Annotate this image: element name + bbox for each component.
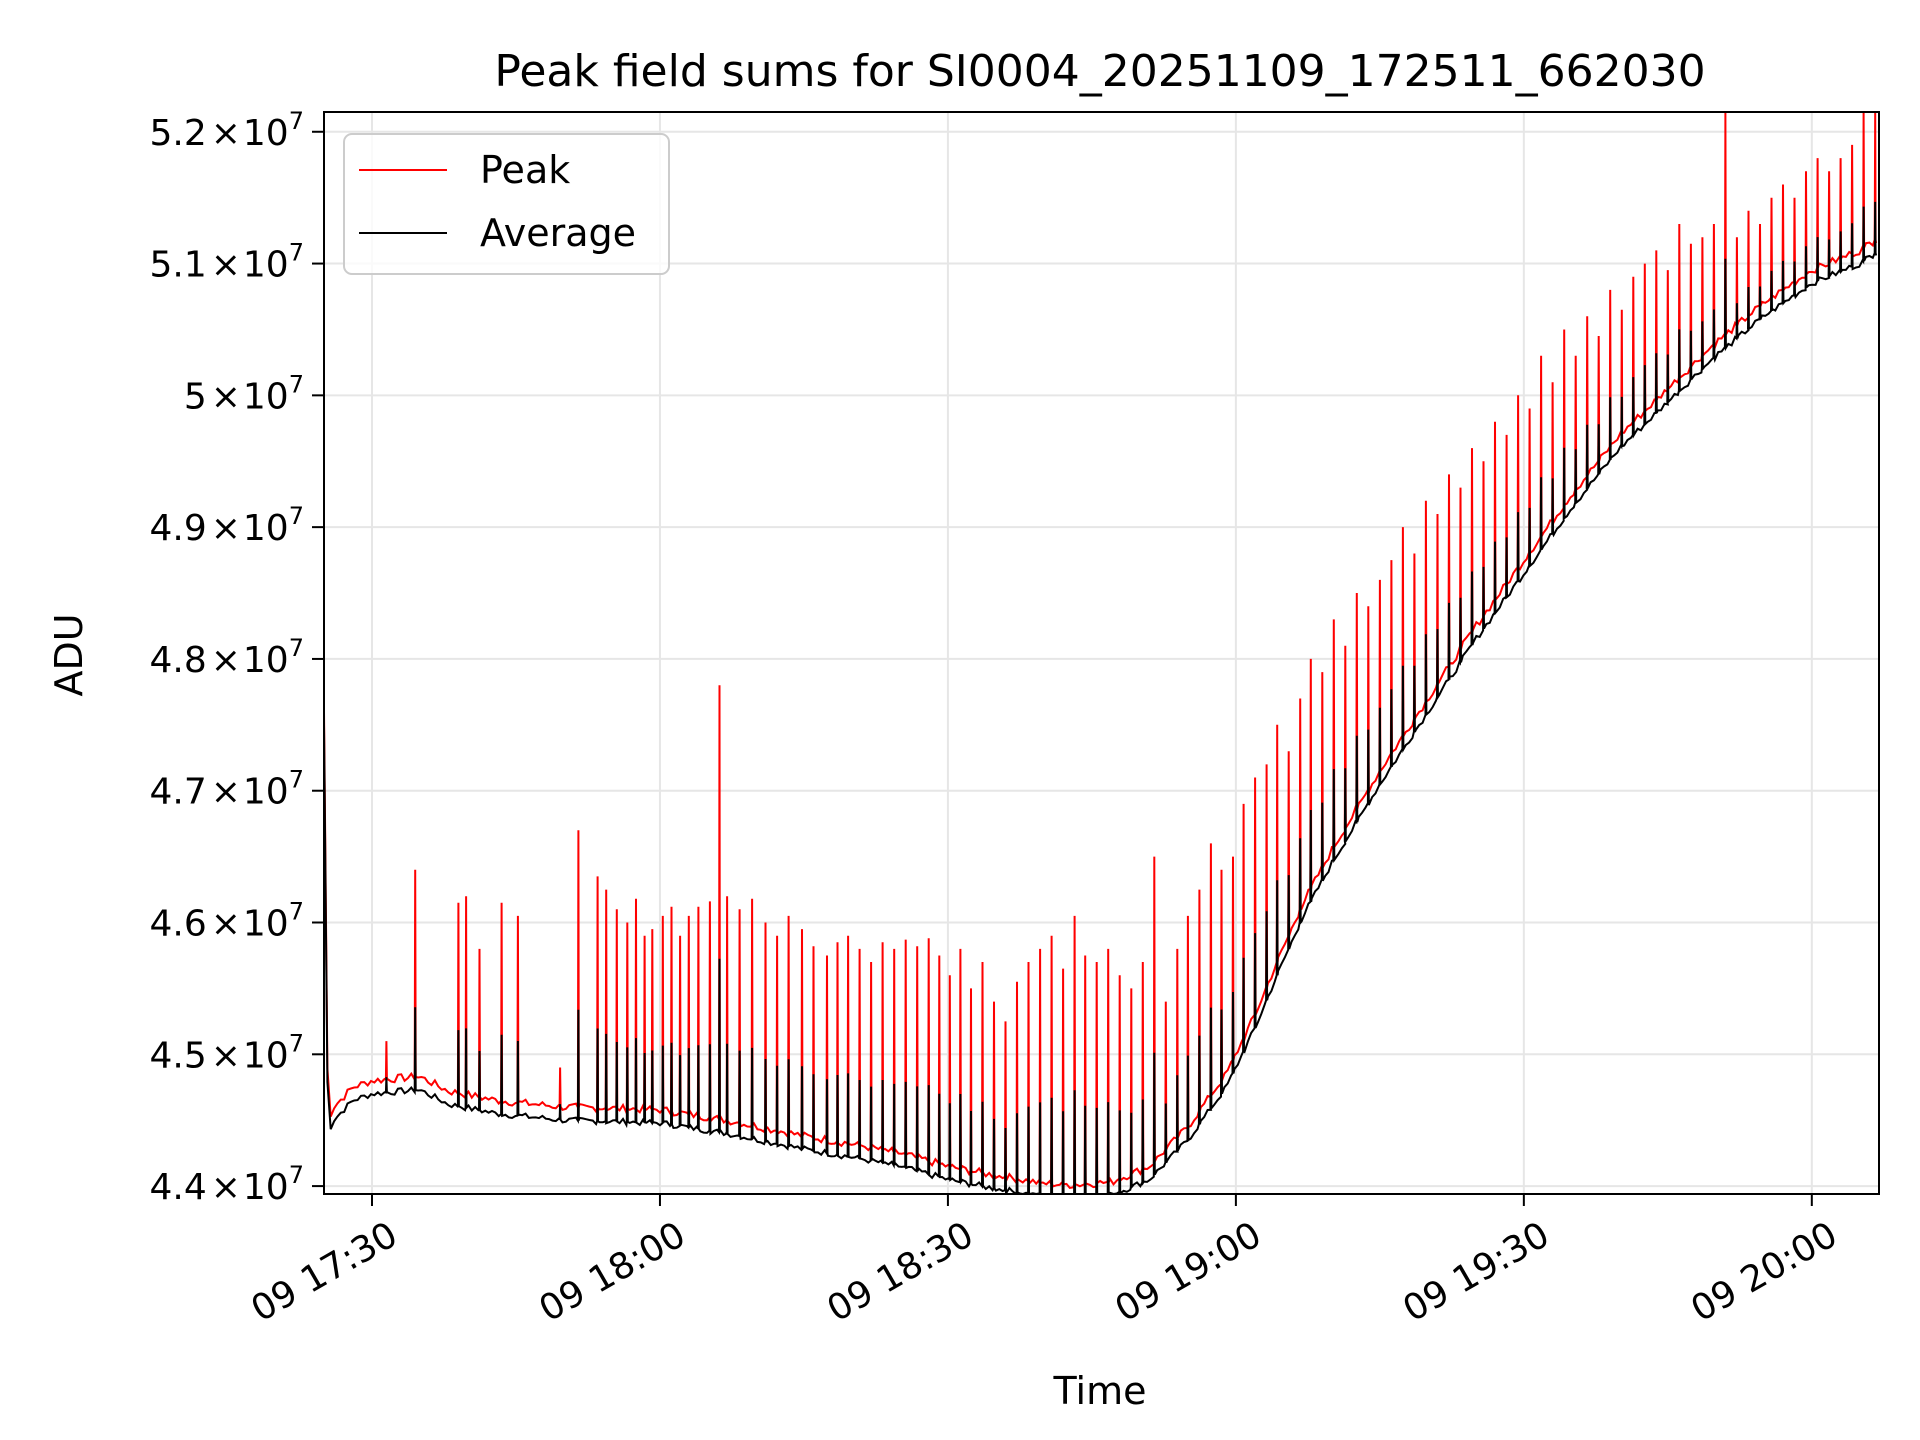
y-tick-times: ×: [211, 1167, 241, 1208]
y-tick-base: 10: [243, 113, 289, 154]
y-tick-base: 10: [243, 508, 289, 549]
y-tick-mantissa: 5.1: [149, 245, 206, 286]
plot-lines: [324, 112, 1878, 1194]
y-tick-exponent: 7: [289, 898, 304, 926]
y-tick-times: ×: [211, 640, 241, 681]
y-tick-exponent: 7: [289, 1029, 304, 1057]
y-tick-exponent: 7: [289, 370, 304, 398]
y-tick-mantissa: 4.9: [149, 508, 206, 549]
y-tick-times: ×: [211, 508, 241, 549]
y-tick-times: ×: [211, 113, 241, 154]
y-axis-label: ADU: [47, 613, 91, 696]
y-tick-mantissa: 5.2: [149, 113, 206, 154]
y-tick-base: 10: [243, 772, 289, 813]
y-tick-mantissa: 4.5: [149, 1035, 206, 1076]
y-tick-label: 5.1 ×107: [149, 239, 304, 286]
y-tick-mantissa: 4.8: [149, 640, 206, 681]
legend: Peak Average: [343, 133, 670, 275]
y-tick-label: 5 ×107: [184, 370, 304, 417]
y-tick-label: 4.8 ×107: [149, 634, 304, 681]
series-average-line: [324, 201, 1878, 1194]
y-tick-base: 10: [243, 1167, 289, 1208]
y-tick-base: 10: [243, 1035, 289, 1076]
y-tick-label: 4.7 ×107: [149, 766, 304, 813]
y-tick-mantissa: 4.6: [149, 904, 206, 945]
y-tick-mantissa: 4.7: [149, 772, 206, 813]
legend-peak-label: Peak: [480, 148, 570, 192]
chart-title: Peak field sums for SI0004_20251109_1725…: [494, 46, 1705, 97]
y-tick-times: ×: [211, 376, 241, 417]
grid: [324, 112, 1879, 1194]
legend-average-label: Average: [480, 211, 636, 255]
y-tick-exponent: 7: [289, 1161, 304, 1189]
y-tick-mantissa: 5: [184, 376, 207, 417]
y-tick-times: ×: [211, 245, 241, 286]
y-tick-label: 5.2 ×107: [149, 107, 304, 154]
y-tick-exponent: 7: [289, 634, 304, 662]
x-axis-label: Time: [1053, 1369, 1147, 1413]
y-tick-exponent: 7: [289, 502, 304, 530]
y-tick-base: 10: [243, 245, 289, 286]
y-tick-mantissa: 4.4: [149, 1167, 206, 1208]
y-tick-times: ×: [211, 1035, 241, 1076]
y-tick-label: 4.6 ×107: [149, 898, 304, 945]
y-tick-times: ×: [211, 772, 241, 813]
plot-frame: [323, 111, 1880, 1195]
y-tick-exponent: 7: [289, 239, 304, 267]
y-tick-base: 10: [243, 904, 289, 945]
y-tick-label: 4.5 ×107: [149, 1029, 304, 1076]
y-tick-times: ×: [211, 904, 241, 945]
y-tick-label: 4.9 ×107: [149, 502, 304, 549]
y-tick-base: 10: [243, 640, 289, 681]
y-tick-exponent: 7: [289, 766, 304, 794]
y-tick-exponent: 7: [289, 107, 304, 135]
y-tick-base: 10: [243, 376, 289, 417]
y-tick-label: 4.4 ×107: [149, 1161, 304, 1208]
